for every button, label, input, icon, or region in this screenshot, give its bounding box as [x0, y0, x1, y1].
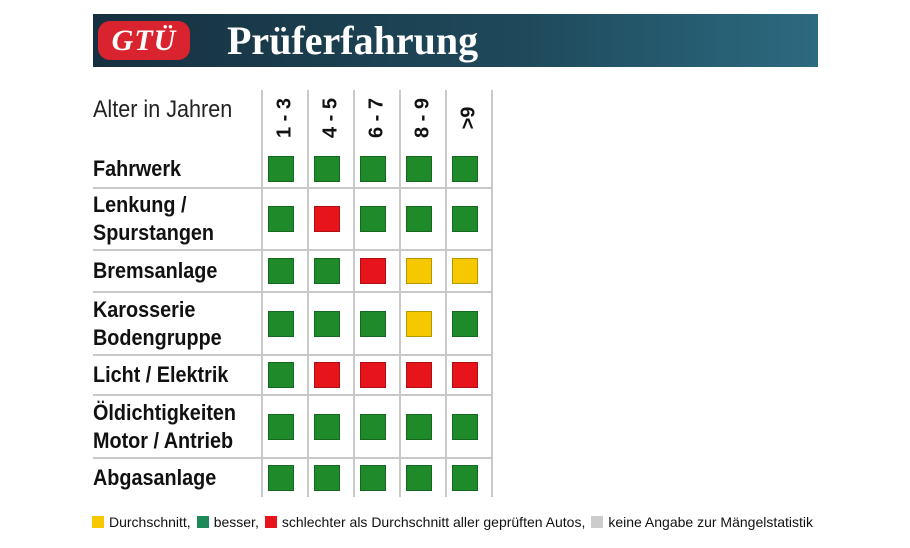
rating-cell	[406, 464, 432, 491]
row-label: Fahrwerk	[93, 155, 181, 183]
column-header-text: 1 - 3	[273, 97, 296, 139]
rating-cell	[452, 156, 478, 182]
row-label-line: Licht / Elektrik	[93, 362, 229, 387]
row-separator	[93, 291, 492, 293]
rating-cell	[360, 413, 386, 440]
rating-cell	[452, 362, 478, 388]
rating-cell	[452, 464, 478, 491]
rating-cell	[452, 310, 478, 337]
rating-cell	[314, 156, 340, 182]
row-separator	[93, 457, 492, 459]
legend-item: schlechter als Durchschnitt aller geprüf…	[264, 514, 586, 530]
legend-item: besser,	[196, 514, 259, 530]
row-label-line: Fahrwerk	[93, 156, 182, 181]
legend-label: schlechter als Durchschnitt aller geprüf…	[281, 514, 586, 530]
column-header-text: 6 - 7	[365, 97, 388, 139]
column-header-text: 8 - 9	[411, 97, 434, 139]
legend-label: Durchschnitt,	[109, 514, 191, 530]
row-label-line: Motor / Antrieb	[93, 427, 234, 453]
corner-label: Alter in Jahren	[93, 96, 233, 123]
row-label: Licht / Elektrik	[93, 361, 228, 389]
rating-cell	[268, 464, 294, 491]
row-label: Öldichtigkeiten Motor / Antrieb	[93, 399, 236, 455]
rating-cell	[314, 206, 340, 232]
column-separator	[491, 90, 493, 497]
rating-cell	[406, 362, 432, 388]
rating-cell	[360, 464, 386, 491]
row-label-line: Karosserie	[93, 296, 196, 322]
row-label: Lenkung / Spurstangen	[93, 191, 214, 247]
rating-cell	[314, 258, 340, 284]
rating-cell	[406, 258, 432, 284]
column-header: 8 - 9	[400, 90, 446, 146]
column-header: 4 - 5	[308, 90, 354, 146]
column-header: >9	[446, 90, 492, 146]
column-separator	[445, 90, 447, 497]
column-separator	[261, 90, 263, 497]
column-header-text: >9	[457, 106, 480, 130]
column-separator	[307, 90, 309, 497]
title: Prüferfahrung	[227, 18, 479, 63]
row-label-line: Lenkung /	[93, 192, 187, 217]
row-separator	[93, 249, 492, 251]
legend-swatch	[264, 516, 277, 528]
rating-cell	[314, 310, 340, 337]
column-separator	[399, 90, 401, 497]
legend-label: besser,	[213, 514, 259, 530]
column-header: 1 - 3	[262, 90, 308, 146]
legend-swatch	[591, 516, 604, 528]
legend: Durchschnitt, besser, schlechter als Durch…	[92, 514, 819, 530]
rating-cell	[406, 206, 432, 232]
rating-cell	[360, 206, 386, 232]
legend-swatch	[196, 516, 209, 528]
rating-cell	[360, 310, 386, 337]
rating-cell	[268, 413, 294, 440]
rating-cell	[360, 258, 386, 284]
rating-cell	[314, 362, 340, 388]
legend-item: keine Angabe zur Mängelstatistik	[591, 514, 813, 530]
row-label-line: Öldichtigkeiten	[93, 399, 237, 425]
row-label-line: Bremsanlage	[93, 258, 218, 283]
rating-cell	[268, 310, 294, 337]
rating-cell	[268, 156, 294, 182]
row-separator	[93, 354, 492, 356]
rating-cell	[406, 413, 432, 440]
rating-cell	[314, 464, 340, 491]
rating-cell	[268, 362, 294, 388]
row-separator	[93, 187, 492, 189]
row-label-line: Spurstangen	[93, 220, 215, 245]
header-bar: GTÜ Prüferfahrung	[93, 14, 818, 67]
rating-cell	[406, 310, 432, 337]
rating-cell	[268, 258, 294, 284]
rating-cell	[452, 258, 478, 284]
rating-cell	[452, 413, 478, 440]
legend-item: Durchschnitt,	[92, 514, 191, 530]
rating-cell	[360, 362, 386, 388]
row-label-line: Abgasanlage	[93, 464, 217, 490]
row-label: Karosserie Bodengruppe	[93, 296, 222, 352]
row-label: Abgasanlage	[93, 464, 216, 492]
legend-label: keine Angabe zur Mängelstatistik	[608, 514, 814, 530]
legend-swatch	[92, 516, 104, 528]
row-separator	[93, 394, 492, 396]
row-label: Bremsanlage	[93, 257, 217, 285]
column-separator	[353, 90, 355, 497]
column-header-text: 4 - 5	[319, 97, 342, 139]
rating-cell	[314, 413, 340, 440]
logo: GTÜ	[98, 21, 190, 60]
row-label-line: Bodengruppe	[93, 324, 222, 350]
rating-cell	[406, 156, 432, 182]
column-header: 6 - 7	[354, 90, 400, 146]
rating-cell	[360, 156, 386, 182]
rating-cell	[452, 206, 478, 232]
rating-cell	[268, 206, 294, 232]
